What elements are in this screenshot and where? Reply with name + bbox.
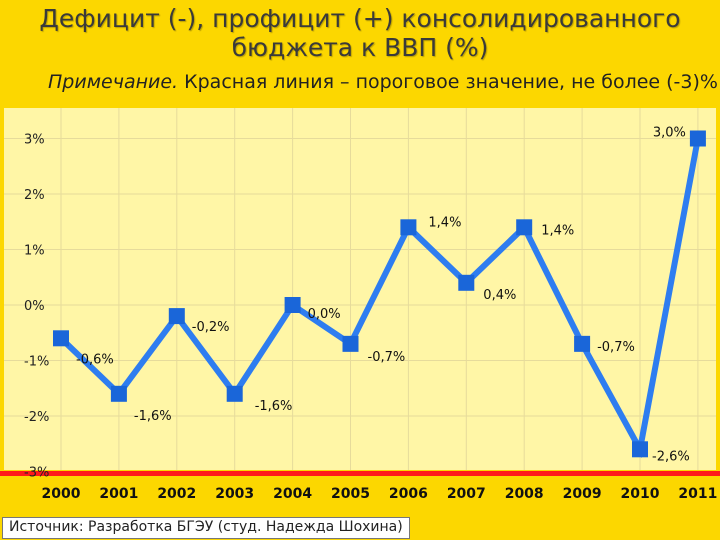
x-tick-label: 2010	[621, 486, 660, 502]
note-text: Красная линия – пороговое значение, не б…	[178, 71, 718, 93]
data-point	[110, 385, 127, 402]
data-point	[342, 335, 359, 352]
data-point	[226, 385, 243, 402]
data-point	[458, 274, 475, 291]
x-tick-label: 2009	[563, 486, 602, 502]
data-label: -2,6%	[652, 449, 690, 464]
data-point	[689, 130, 706, 147]
x-tick-label: 2002	[157, 486, 196, 502]
x-tick-label: 2007	[447, 486, 486, 502]
y-tick-label: 0%	[24, 299, 45, 314]
data-labels: -0,6% -1,6% -0,2% -1,6% 0,0% -0,7% 1,4% 0,4% 1,4…	[76, 126, 690, 465]
data-point	[53, 330, 69, 347]
data-label: 1,4%	[541, 223, 574, 238]
data-label: 1,4%	[428, 215, 461, 230]
data-label: 3,0%	[653, 126, 686, 141]
data-label: -1,6%	[255, 399, 293, 414]
data-label: -0,6%	[76, 352, 114, 367]
note-lead: Примечание.	[48, 71, 179, 93]
data-point	[516, 219, 533, 236]
x-tick-label: 2008	[505, 486, 544, 502]
data-point	[168, 308, 185, 325]
x-tick-label: 2005	[331, 486, 370, 502]
x-tick-label: 2011	[678, 486, 717, 502]
data-point	[574, 335, 591, 352]
y-tick-label: -1%	[24, 355, 49, 370]
title-line-1: Дефицит (-), профицит (+) консолидирован…	[39, 4, 681, 33]
plot-area	[4, 108, 716, 470]
note: Примечание. Красная линия – пороговое зн…	[48, 71, 720, 93]
title-line-2: бюджета к ВВП (%)	[231, 33, 489, 62]
data-label: 0,0%	[308, 307, 341, 322]
x-tick-label: 2003	[215, 486, 254, 502]
data-label: -0,7%	[368, 350, 406, 365]
y-tick-label: 1%	[24, 244, 45, 259]
data-point	[284, 297, 301, 313]
x-tick-label: 2006	[389, 486, 428, 502]
chart-title: Дефицит (-), профицит (+) консолидирован…	[0, 4, 720, 62]
data-point	[632, 441, 648, 458]
y-tick-label: -2%	[24, 410, 49, 425]
data-label: -1,6%	[134, 409, 172, 424]
x-tick-label: 2004	[273, 486, 312, 502]
x-tick-label: 2000	[42, 486, 81, 502]
data-point	[400, 219, 417, 236]
y-tick-label: 2%	[24, 188, 45, 203]
y-tick-label: -3%	[24, 466, 49, 481]
series-markers	[53, 130, 706, 458]
y-axis: -3% -2% -1% 0% 1% 2% 3%	[24, 133, 49, 481]
x-axis: 2000 2001 2002 2003 2004 2005 2006 2007 2008 2009…	[42, 486, 718, 502]
x-tick-label: 2001	[99, 486, 138, 502]
source-note: Источник: Разработка БГЭУ (студ. Надежда…	[2, 517, 410, 539]
data-label: -0,7%	[597, 340, 635, 355]
data-label: 0,4%	[483, 288, 516, 303]
y-tick-label: 3%	[24, 133, 45, 148]
data-label: -0,2%	[192, 320, 230, 335]
series-line	[58, 137, 701, 459]
